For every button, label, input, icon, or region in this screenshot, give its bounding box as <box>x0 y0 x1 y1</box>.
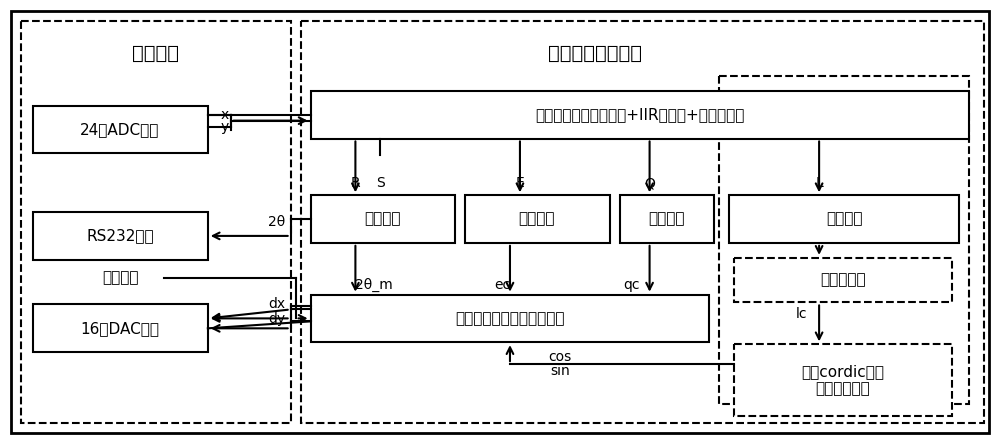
Text: y: y <box>221 119 229 134</box>
Text: cos: cos <box>548 350 571 364</box>
Text: 2θ_m: 2θ_m <box>355 278 393 292</box>
Text: 解调、控制与调制: 解调、控制与调制 <box>548 44 642 63</box>
Text: ec: ec <box>494 278 510 292</box>
Text: x: x <box>221 108 229 122</box>
Bar <box>21 21 291 423</box>
Text: 16位DAC接口: 16位DAC接口 <box>81 321 160 336</box>
Bar <box>465 195 610 243</box>
Text: 参数配置: 参数配置 <box>102 270 138 285</box>
Text: sin: sin <box>550 364 570 378</box>
Text: 角度检测: 角度检测 <box>364 211 401 226</box>
Text: lc: lc <box>796 307 807 321</box>
Bar <box>33 106 208 154</box>
Text: 基于cordic算法
的数控振荡器: 基于cordic算法 的数控振荡器 <box>802 364 885 396</box>
Text: 能量控制: 能量控制 <box>519 211 555 226</box>
Text: 24位ADC接口: 24位ADC接口 <box>80 122 160 137</box>
Bar <box>33 305 208 352</box>
Text: 信号解调模块（乘法器+IIR滤波器+组合运算）: 信号解调模块（乘法器+IIR滤波器+组合运算） <box>535 107 744 122</box>
Bar <box>311 195 455 243</box>
Bar <box>734 258 952 302</box>
Bar <box>311 294 709 342</box>
Text: S: S <box>376 176 385 190</box>
Bar <box>719 76 969 404</box>
Text: 2θ: 2θ <box>268 215 286 229</box>
Text: qc: qc <box>623 278 640 292</box>
Bar <box>33 212 208 260</box>
Text: R: R <box>351 176 360 190</box>
Bar <box>301 21 984 423</box>
Text: L: L <box>815 176 823 190</box>
Text: 信号调制、正交分解与合成: 信号调制、正交分解与合成 <box>455 311 565 326</box>
Bar <box>734 344 952 416</box>
Text: RS232接口: RS232接口 <box>86 228 154 243</box>
Text: 正交控制: 正交控制 <box>648 211 685 226</box>
Text: 接口逻辑: 接口逻辑 <box>132 44 179 63</box>
Text: Q: Q <box>644 176 655 190</box>
Text: E: E <box>516 176 524 190</box>
Text: dx: dx <box>268 297 286 312</box>
Bar <box>729 195 959 243</box>
Bar <box>311 91 969 139</box>
Text: dy: dy <box>268 313 286 326</box>
Bar <box>620 195 714 243</box>
Text: 频相控制: 频相控制 <box>826 211 862 226</box>
Text: 环路滤波器: 环路滤波器 <box>820 272 866 287</box>
